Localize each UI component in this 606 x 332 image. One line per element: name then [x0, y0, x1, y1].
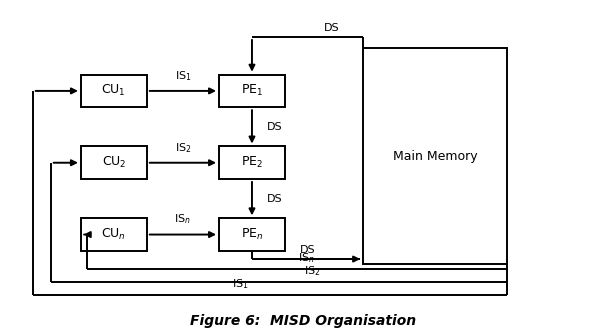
FancyBboxPatch shape	[219, 75, 285, 107]
Text: Main Memory: Main Memory	[393, 150, 478, 163]
Text: PE$_1$: PE$_1$	[241, 83, 263, 99]
Text: Figure 6:  MISD Organisation: Figure 6: MISD Organisation	[190, 314, 416, 328]
Text: CU$_n$: CU$_n$	[101, 227, 126, 242]
Text: IS$_2$: IS$_2$	[304, 264, 321, 278]
Text: IS$_2$: IS$_2$	[175, 141, 191, 155]
FancyBboxPatch shape	[81, 218, 147, 251]
Text: DS: DS	[324, 23, 339, 33]
Text: DS: DS	[300, 245, 315, 255]
Text: IS$_1$: IS$_1$	[175, 69, 191, 83]
Text: DS: DS	[267, 194, 282, 204]
Text: DS: DS	[267, 122, 282, 132]
Text: CU$_1$: CU$_1$	[101, 83, 126, 99]
Text: PE$_2$: PE$_2$	[241, 155, 263, 170]
Text: IS$_n$: IS$_n$	[175, 212, 191, 226]
FancyBboxPatch shape	[81, 75, 147, 107]
Text: CU$_2$: CU$_2$	[102, 155, 126, 170]
FancyBboxPatch shape	[363, 48, 507, 264]
Text: IS$_1$: IS$_1$	[231, 277, 248, 291]
Text: PE$_n$: PE$_n$	[241, 227, 263, 242]
FancyBboxPatch shape	[81, 146, 147, 179]
Text: IS$_n$: IS$_n$	[298, 251, 315, 265]
FancyBboxPatch shape	[219, 146, 285, 179]
FancyBboxPatch shape	[219, 218, 285, 251]
